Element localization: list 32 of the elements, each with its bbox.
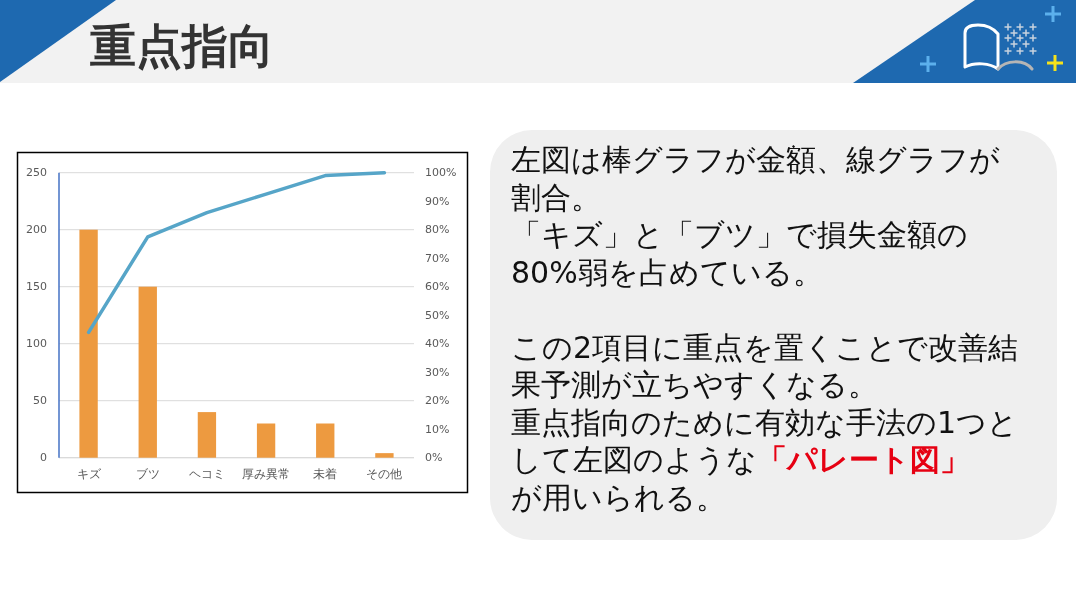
- bar: [79, 229, 98, 458]
- bar: [256, 423, 276, 458]
- y-tick-label: 100: [26, 337, 47, 351]
- x-tick-label: 厚み異常: [242, 467, 291, 481]
- y2-tick-label: 40%: [425, 337, 450, 351]
- line-series: [86, 170, 387, 335]
- x-tick-label: キズ: [76, 467, 102, 481]
- y2-tick-label: 60%: [425, 280, 450, 294]
- y-tick-label: 50: [33, 394, 47, 408]
- y2-tick-label: 70%: [425, 251, 450, 265]
- y2-tick-label: 0%: [425, 451, 443, 465]
- y2-tick-label: 10%: [425, 422, 450, 436]
- bar: [375, 453, 394, 458]
- y2-tick-label: 20%: [425, 394, 450, 408]
- bar: [138, 286, 157, 458]
- y2-tick-label: 30%: [425, 365, 450, 379]
- bar: [316, 423, 335, 458]
- x-tick-label: ヘコミ: [188, 467, 225, 481]
- x-tick-label: その他: [366, 467, 403, 481]
- y2-tick-label: 100%: [425, 166, 457, 180]
- chart-title: 重点指向: [90, 19, 274, 73]
- y2-tick-label: 50%: [425, 308, 450, 322]
- text-card: 左図は棒グラフが金額、線グラフが割合。 「キズ」と「ブツ」で損失金額の80%弱を占めている。 この2項目に重点を置くことで改善結果予測が立ちやすくなる。 重点指向のために有効な手法の1つとして左図のような「パレート図」 が用いられる。: [490, 130, 1057, 540]
- y-tick-label: 200: [26, 223, 47, 237]
- y2-tick-label: 80%: [425, 223, 450, 237]
- x-tick-label: ブツ: [135, 467, 160, 481]
- y-tick-label: 0: [40, 451, 47, 465]
- bar: [197, 412, 217, 458]
- y-tick-label: 250: [26, 166, 47, 180]
- x-tick-label: 未着: [313, 467, 338, 481]
- y2-tick-label: 90%: [425, 194, 450, 208]
- y-tick-label: 150: [26, 280, 47, 294]
